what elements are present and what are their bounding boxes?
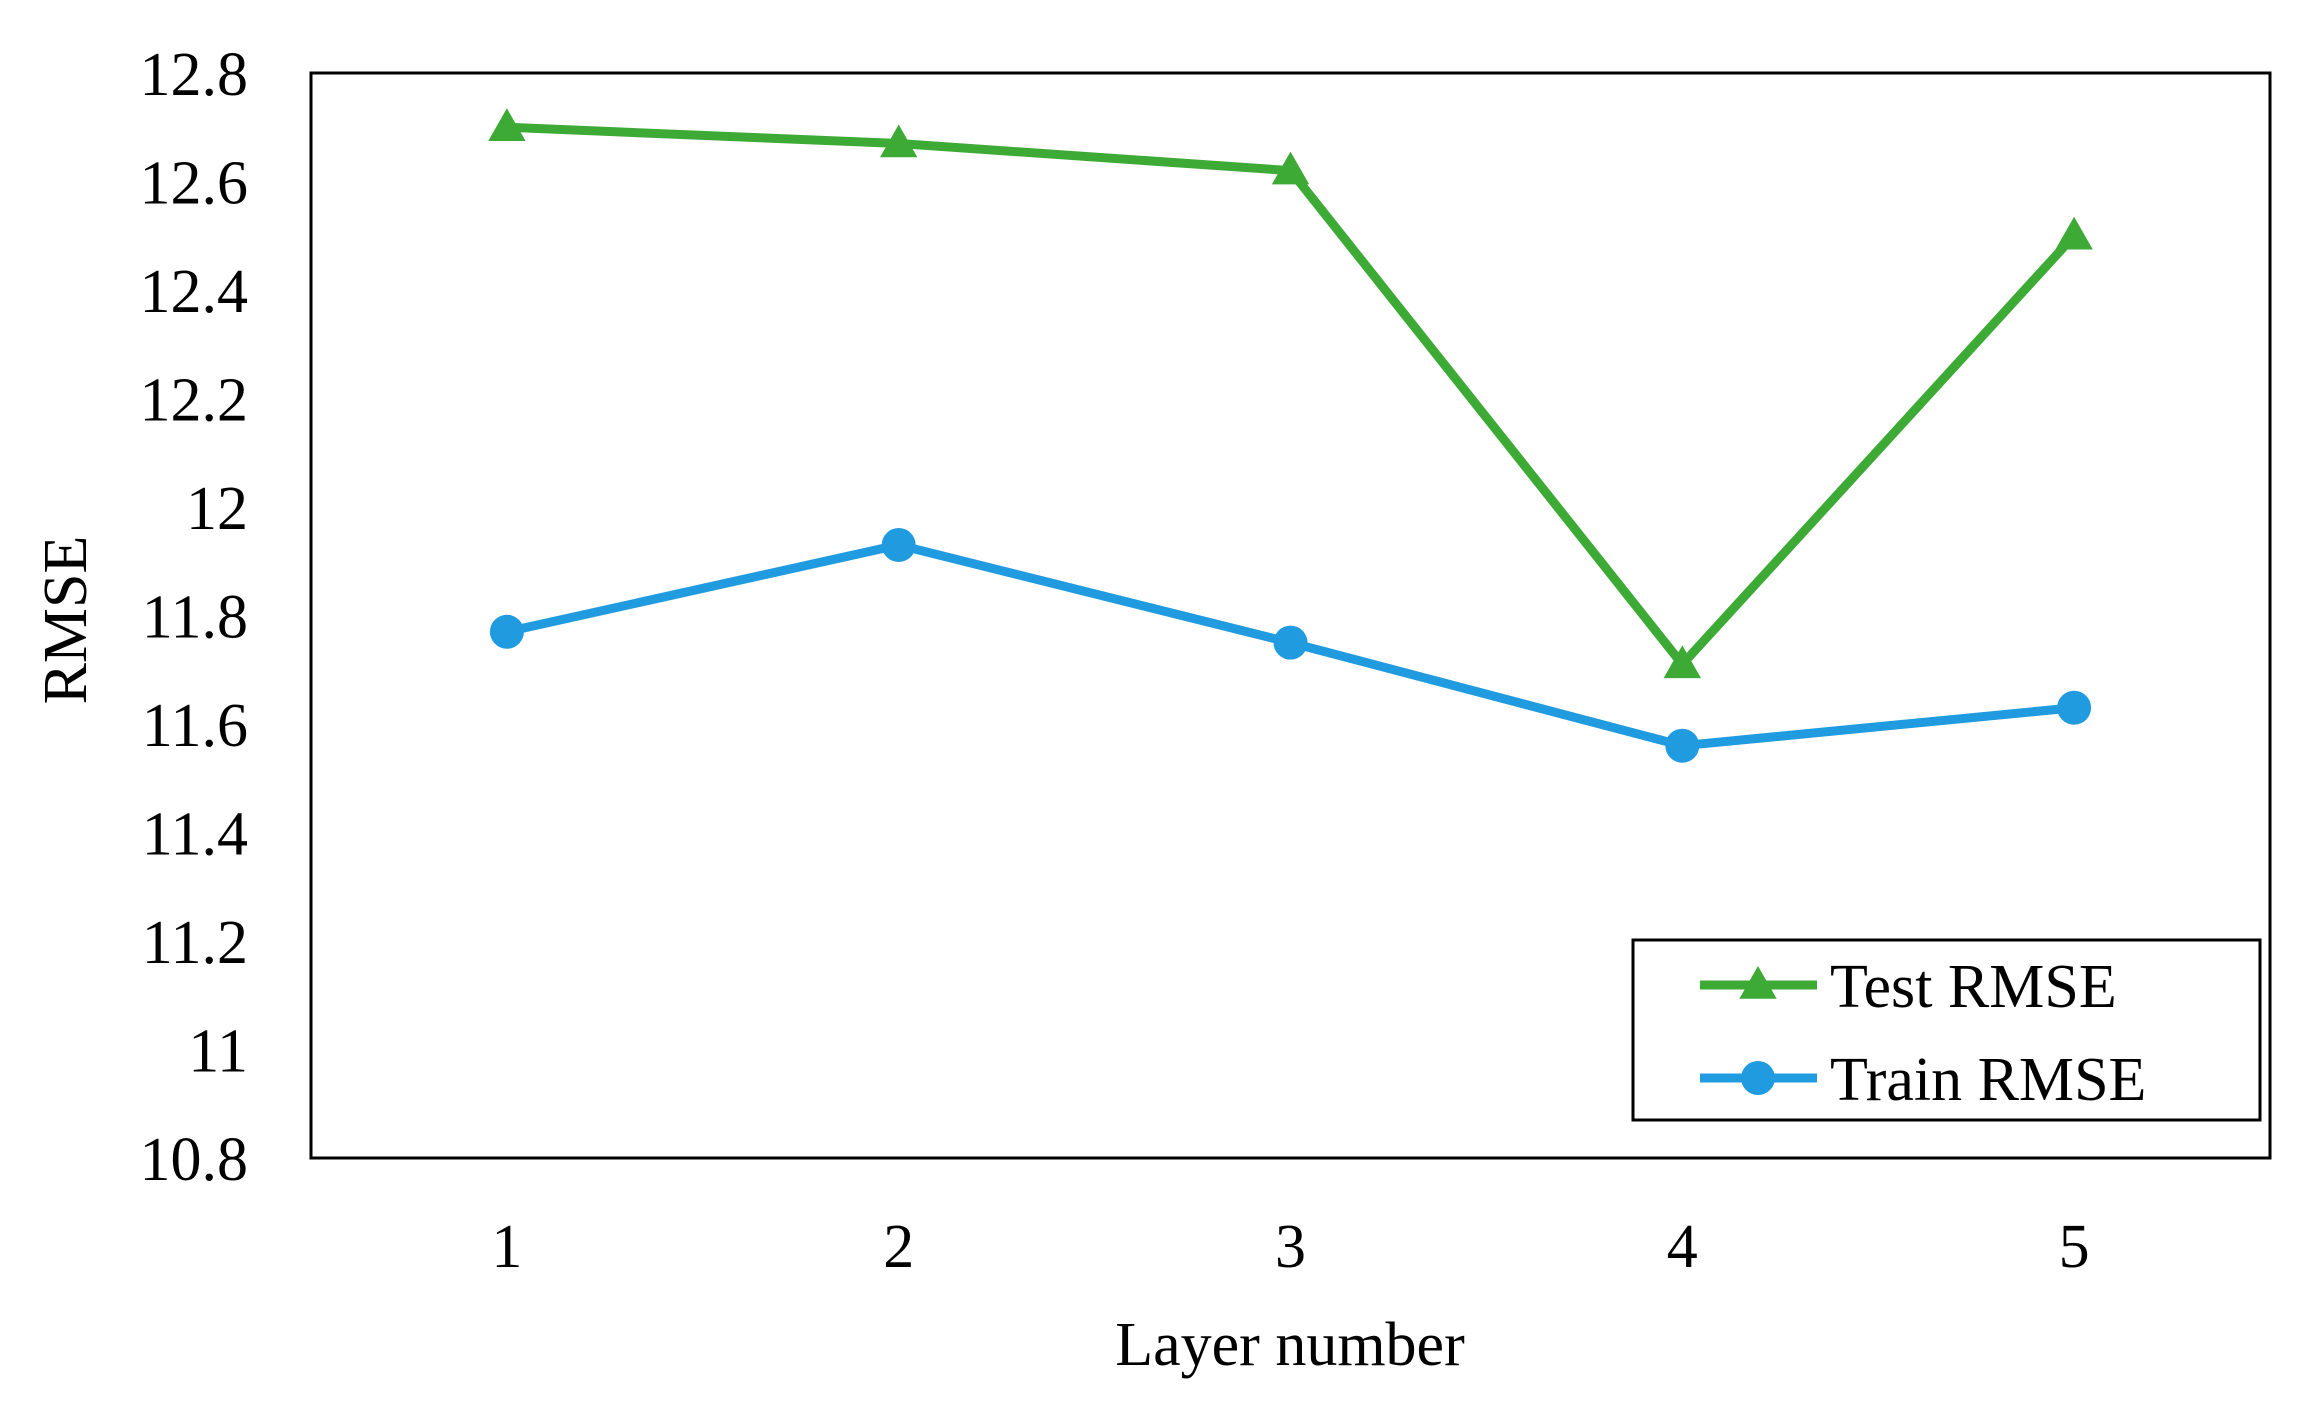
y-axis-tick-labels: 12.8 12.6 12.4 12.2 12 11.8 11.6 11.4 11.2 11 10.8 [140,41,249,1194]
data-point [1665,728,1700,763]
data-point [489,614,524,649]
data-point [1271,151,1310,185]
y-tick-label: 11.6 [142,692,248,760]
legend-items: Test RMSE Train RMSE [1700,953,2146,1114]
x-tick-label: 2 [883,1213,914,1281]
y-tick-label: 11.8 [142,584,248,652]
series-markers [488,108,2093,763]
legend-marker [1739,966,1777,999]
y-tick-label: 10.8 [140,1126,249,1194]
y-tick-label: 11.4 [142,801,248,869]
legend: Test RMSE Train RMSE [1631,938,2262,1122]
data-point [2057,690,2092,725]
legend-label: Train RMSE [1830,1046,2146,1114]
plot-area-frame [309,71,2272,1160]
data-point [1663,645,1701,679]
y-tick-label: 12.8 [140,41,249,109]
y-tick-label: 11.2 [142,909,248,977]
y-axis-label: RMSE [32,536,100,705]
x-tick-label: 4 [1667,1213,1698,1281]
legend-box [1631,938,2262,1122]
data-point [880,124,918,158]
x-tick-label: 5 [2059,1213,2090,1281]
y-tick-label: 11 [188,1018,248,1086]
legend-label: Test RMSE [1830,953,2117,1021]
data-point [881,527,916,562]
y-tick-label: 12.6 [140,150,249,218]
x-axis-tick-labels: 1 2 3 4 5 [491,1213,2089,1281]
y-tick-label: 12.2 [140,367,249,435]
data-point [2055,216,2093,250]
x-tick-label: 1 [491,1213,522,1281]
x-axis-label: Layer number [1115,1311,1465,1379]
y-tick-label: 12 [186,475,248,543]
y-tick-label: 12.4 [140,258,249,326]
x-tick-label: 3 [1275,1213,1306,1281]
legend-marker [1741,1061,1775,1095]
data-point [488,108,526,142]
data-point [1273,625,1308,660]
